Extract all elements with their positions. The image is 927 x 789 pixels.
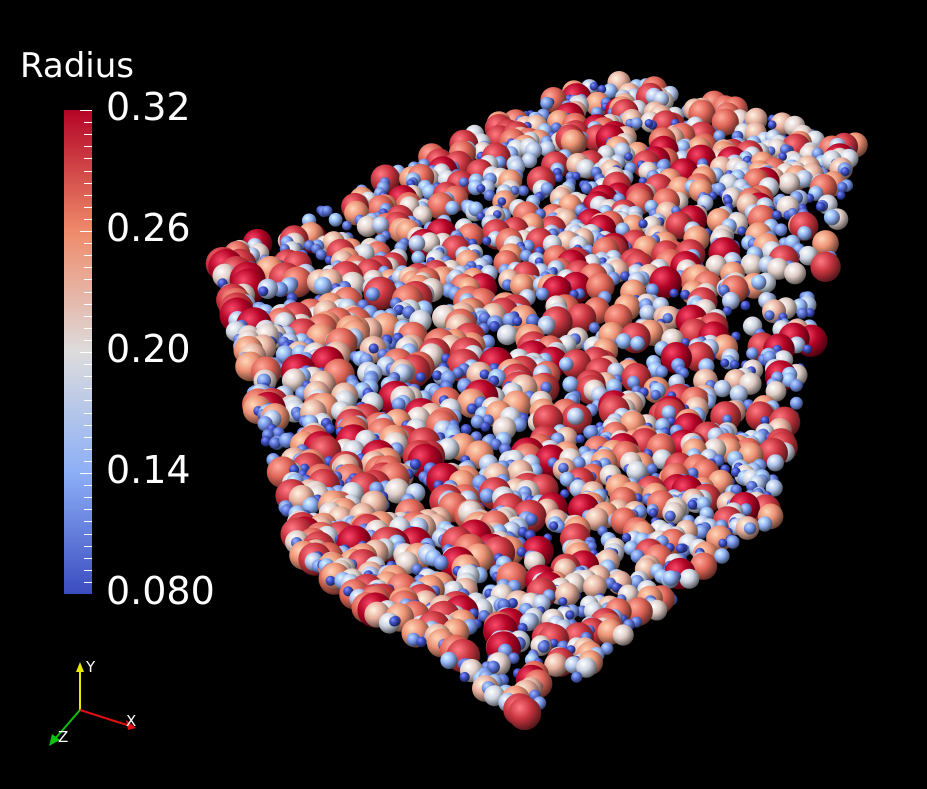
- axis-label-x: X: [126, 712, 136, 730]
- colorbar-tick-label: 0.20: [106, 327, 191, 371]
- axis-label-y: Y: [85, 658, 96, 676]
- colorbar-tick-label: 0.14: [106, 448, 191, 492]
- colorbar-title: Radius: [20, 46, 135, 86]
- sphere-packing-cube: [205, 71, 868, 731]
- colorbar-tick-label: 0.32: [106, 85, 191, 129]
- colorbar-tick-label: 0.080: [106, 569, 215, 613]
- axis-label-z: Z: [58, 728, 68, 746]
- colorbar: [64, 110, 92, 594]
- colorbar-tick-label: 0.26: [106, 206, 191, 250]
- orientation-axes: Y X Z: [49, 658, 136, 746]
